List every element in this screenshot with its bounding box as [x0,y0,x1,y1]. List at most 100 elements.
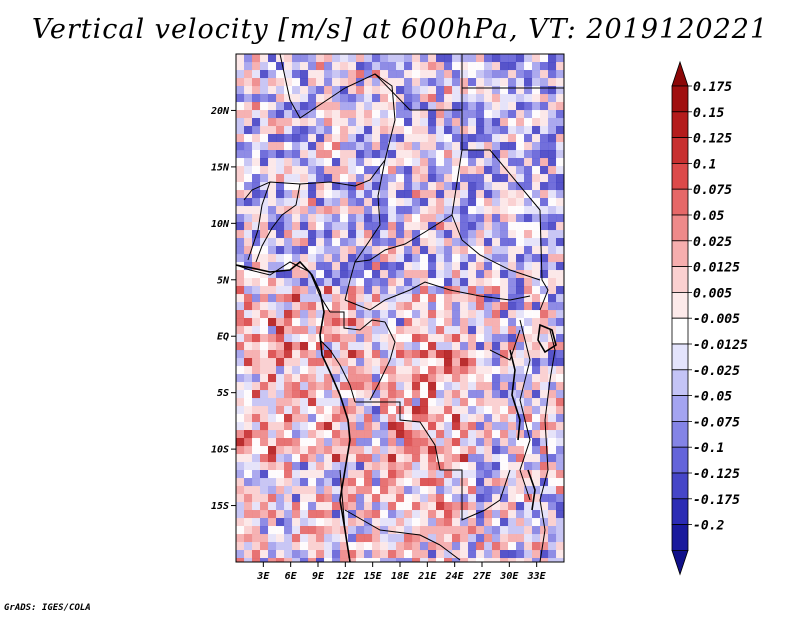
field-cell [420,398,429,407]
field-cell [300,166,309,175]
field-cell [436,278,445,287]
field-cells [236,54,564,562]
page-title: Vertical velocity [m/s] at 600hPa, VT: 2… [31,14,769,45]
field-cell [540,414,549,423]
field-cell [252,270,261,279]
field-cell [372,486,381,495]
field-cell [300,158,309,167]
field-cell [476,198,485,207]
field-cell [340,478,349,487]
field-cell [548,358,557,367]
field-cell [452,286,461,295]
border-line [344,281,531,311]
field-cell [548,446,557,455]
field-cell [284,166,293,175]
field-cell [324,446,333,455]
field-cell [412,350,421,359]
field-cell [364,78,373,87]
field-cell [476,534,485,543]
field-cell [500,422,509,431]
field-cell [364,70,373,79]
field-cell [508,78,517,87]
field-cell [244,518,253,527]
field-cell [500,542,509,551]
field-cell [404,550,413,559]
field-cell [516,470,525,479]
field-cell [380,470,389,479]
field-cell [372,374,381,383]
field-cell [284,358,293,367]
field-cell [348,470,357,479]
field-cell [236,478,245,487]
field-cell [276,406,285,415]
field-cell [284,94,293,103]
field-cell [508,374,517,383]
field-cell [444,222,453,231]
field-cell [428,206,437,215]
field-cell [452,454,461,463]
field-cell [420,270,429,279]
field-cell [372,78,381,87]
field-cell [556,198,564,207]
field-cell [364,390,373,399]
field-cell [540,430,549,439]
field-cell [236,286,245,295]
field-cell [508,102,517,111]
field-cell [556,374,564,383]
field-cell [428,438,437,447]
field-cell [372,310,381,319]
field-cell [332,430,341,439]
field-cell [356,134,365,143]
field-cell [260,406,269,415]
field-cell [372,326,381,335]
field-cell [284,334,293,343]
field-cell [540,550,549,559]
border-line [330,311,386,331]
field-cell [556,406,564,415]
field-cell [420,534,429,543]
field-cell [356,502,365,511]
field-cell [244,54,253,63]
field-cell [284,510,293,519]
field-cell [420,78,429,87]
field-cell [236,246,245,255]
field-cell [372,166,381,175]
field-cell [260,478,269,487]
field-cell [284,526,293,535]
field-cell [436,150,445,159]
field-cell [260,390,269,399]
coastline [236,260,557,562]
field-cell [244,358,253,367]
field-cell [532,102,541,111]
field-cell [420,558,429,562]
field-cell [548,366,557,375]
field-cell [300,534,309,543]
field-cell [252,150,261,159]
field-cell [444,398,453,407]
field-cell [508,550,517,559]
field-cell [412,358,421,367]
field-cell [300,190,309,199]
field-cell [380,254,389,263]
field-cell [420,326,429,335]
field-cell [524,534,533,543]
field-cell [364,478,373,487]
field-cell [468,302,477,311]
field-cell [436,222,445,231]
field-cell [316,62,325,71]
field-cell [260,230,269,239]
field-cell [548,158,557,167]
field-cell [548,214,557,223]
field-cell [364,294,373,303]
field-cell [252,166,261,175]
field-cell [492,366,501,375]
field-cell [540,422,549,431]
field-cell [436,270,445,279]
field-cell [236,198,245,207]
field-cell [412,158,421,167]
field-cell [500,406,509,415]
field-cell [444,550,453,559]
field-cell [428,518,437,527]
field-cell [484,374,493,383]
field-cell [236,334,245,343]
